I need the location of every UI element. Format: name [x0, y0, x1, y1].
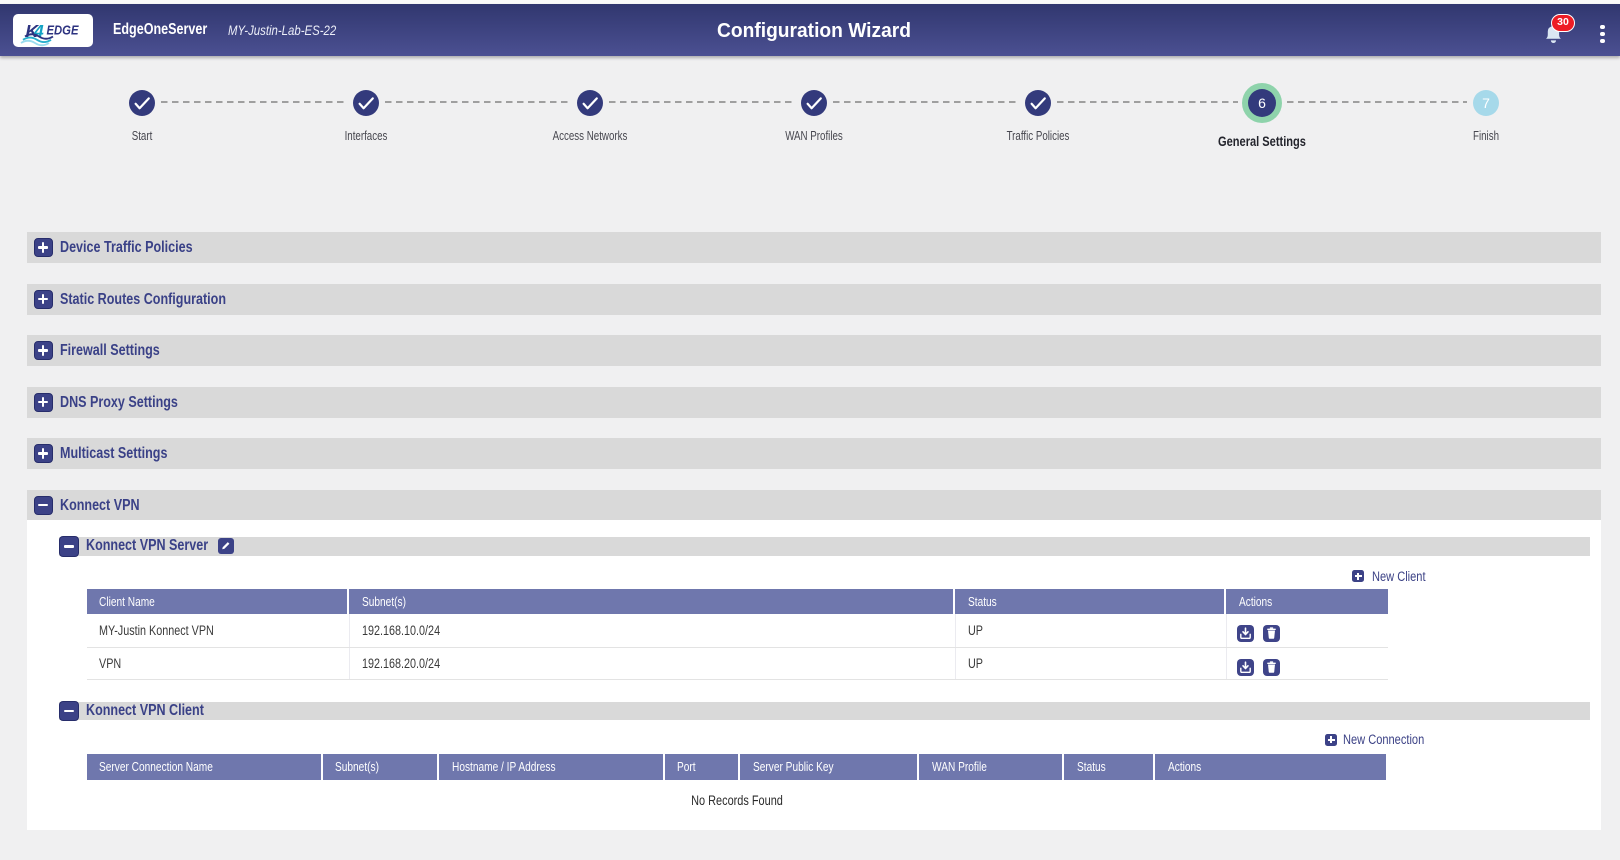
svg-text:4: 4	[33, 21, 44, 41]
svg-text:EDGE: EDGE	[47, 24, 80, 38]
